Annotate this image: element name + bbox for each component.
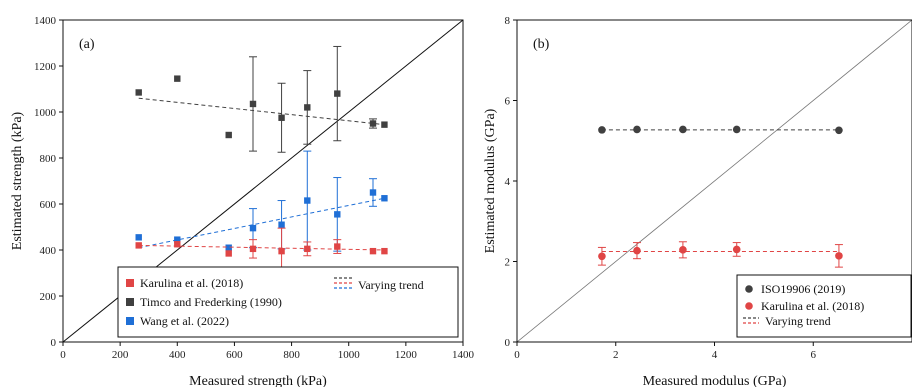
- y-tick-label: 1000: [34, 107, 57, 119]
- legend-swatch-timco: [126, 298, 134, 306]
- y-axis-label: Estimated strength (kPa): [10, 111, 25, 250]
- series-timco: [135, 45, 388, 153]
- x-tick-label: 6: [811, 349, 817, 361]
- y-tick-label: 1200: [34, 61, 57, 73]
- y-axis-label: Estimated modulus (GPa): [483, 108, 498, 253]
- y-tick-label: 400: [40, 245, 57, 257]
- x-tick-label: 1000: [338, 349, 361, 361]
- series-karulina: [135, 227, 388, 275]
- y-tick-label: 800: [40, 153, 57, 165]
- legend-swatch-karulina: [745, 302, 753, 310]
- data-point-karulina: [732, 245, 741, 254]
- data-point-karulina: [225, 250, 232, 257]
- series-karulina: [597, 241, 843, 268]
- x-axis-label: Measured modulus (GPa): [643, 374, 787, 387]
- panel-label: (b): [533, 37, 550, 52]
- y-tick-label: 0: [505, 337, 511, 349]
- data-point-iso: [633, 125, 641, 134]
- legend-entry: ISO19906 (2019): [761, 282, 845, 296]
- x-tick-label: 4: [712, 349, 718, 361]
- trend-line-timco: [138, 97, 385, 126]
- data-point-wang: [135, 234, 142, 241]
- data-point-karulina: [369, 247, 377, 255]
- panel-b-modulus-chart: 0 2 4 6 0 2 4 6 8 Measured modulus (GPa) Estimated…: [483, 15, 912, 387]
- data-point-karulina: [304, 245, 311, 253]
- data-point-wang: [174, 236, 181, 243]
- legend-swatch-karulina: [126, 279, 134, 287]
- data-point-iso: [679, 125, 687, 134]
- data-point-wang: [249, 224, 257, 232]
- x-tick-label: 2: [613, 349, 619, 361]
- data-point-timco: [135, 89, 142, 96]
- legend-trend-label: Varying trend: [358, 278, 424, 292]
- y-tick-label: 2: [505, 257, 511, 269]
- data-point-wang: [381, 195, 388, 202]
- data-point-karulina: [381, 247, 388, 255]
- x-tick-label: 1200: [395, 349, 418, 361]
- data-point-karulina: [135, 242, 142, 249]
- y-tick-label: 0: [51, 337, 57, 349]
- legend-entry: Timco and Frederking (1990): [140, 295, 282, 309]
- data-point-timco: [174, 75, 181, 82]
- data-point-timco: [369, 120, 377, 127]
- x-tick-label: 0: [514, 349, 520, 361]
- y-tick-label: 1400: [34, 15, 57, 27]
- data-point-karulina: [679, 246, 687, 254]
- legend-box: [117, 266, 459, 338]
- data-point-iso: [598, 126, 606, 134]
- y-tick-label: 200: [40, 291, 57, 303]
- x-tick-label: 200: [112, 349, 129, 361]
- legend-box: [736, 274, 912, 338]
- data-point-timco: [381, 121, 388, 128]
- data-point-karulina: [278, 247, 285, 255]
- data-point-wang: [225, 244, 232, 251]
- x-tick-label: 600: [226, 349, 243, 361]
- y-tick-label: 4: [505, 176, 511, 188]
- plot-frame: [62, 19, 464, 343]
- trend-line-karulina: [138, 244, 385, 251]
- data-point-karulina: [633, 246, 641, 255]
- series-wang: [135, 150, 388, 252]
- x-axis-label: Measured strength (kPa): [189, 374, 327, 387]
- y-tick-label: 6: [505, 96, 511, 108]
- data-point-wang: [304, 197, 311, 204]
- data-point-timco: [278, 114, 285, 121]
- data-point-iso: [835, 126, 843, 135]
- data-point-timco: [334, 90, 341, 97]
- x-tick-label: 1400: [452, 349, 475, 361]
- y-tick-label: 8: [505, 15, 511, 27]
- x-tick-label: 800: [283, 349, 300, 361]
- data-point-timco: [225, 131, 232, 139]
- reference-line-y-equals-x: [517, 20, 912, 342]
- legend: Karulina et al. (2018) Timco and Frederki…: [117, 266, 459, 338]
- data-point-wang: [278, 221, 285, 228]
- panel-label: (a): [79, 37, 95, 52]
- legend-entry: Karulina et al. (2018): [140, 276, 243, 290]
- legend-swatch-wang: [126, 317, 134, 325]
- legend: ISO19906 (2019) Karulina et al. (2018)Var…: [736, 274, 912, 338]
- data-point-karulina: [835, 252, 843, 260]
- legend-entry: Karulina et al. (2018): [761, 299, 864, 313]
- legend-entry: Wang et al. (2022): [140, 314, 229, 328]
- data-point-karulina: [249, 245, 257, 253]
- data-point-wang: [334, 211, 341, 218]
- x-tick-label: 0: [60, 349, 66, 361]
- legend-trend-label: Varying trend: [765, 314, 831, 328]
- legend-swatch-iso: [745, 285, 753, 293]
- x-tick-label: 400: [169, 349, 186, 361]
- data-point-karulina: [334, 243, 341, 250]
- data-point-karulina: [174, 241, 181, 248]
- data-point-wang: [369, 189, 377, 196]
- series-iso: [598, 125, 843, 135]
- y-tick-label: 600: [40, 199, 57, 211]
- panel-a-strength-chart: 0 200 400 600 800 1000 1200 1400 0 200 400 600 800 10…: [10, 15, 475, 387]
- data-point-timco: [304, 104, 311, 111]
- data-point-karulina: [598, 252, 606, 261]
- data-point-iso: [732, 125, 741, 134]
- data-point-timco: [249, 100, 257, 108]
